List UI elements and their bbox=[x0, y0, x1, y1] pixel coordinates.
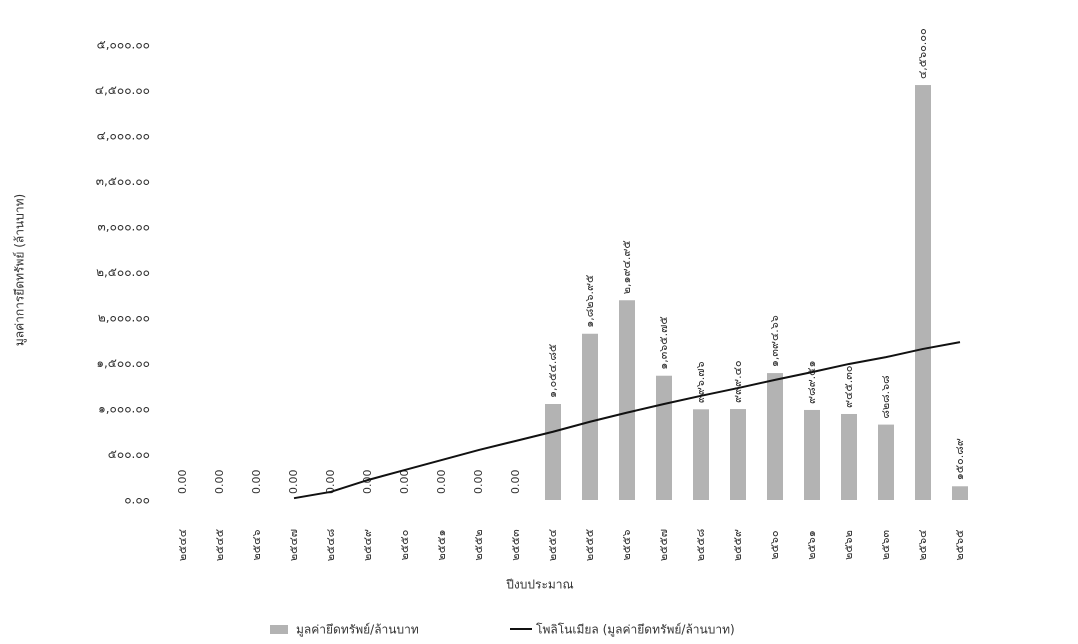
x-tick-label: ๒๕๕๕ bbox=[583, 529, 596, 561]
x-tick-label: ๒๕๕๙ bbox=[731, 529, 744, 561]
data-label: ๑๕๐.๘๙ bbox=[953, 438, 966, 480]
data-label: ๑,๘๒๖.๙๕ bbox=[583, 275, 596, 328]
x-tick-label: ๒๕๔๙ bbox=[361, 529, 374, 561]
y-tick-label: ๓,๕๐๐.๐๐ bbox=[96, 174, 150, 188]
data-label: ๔,๕๖๐.๐๐ bbox=[916, 28, 929, 79]
x-tick-label: ๒๕๕๗ bbox=[657, 529, 670, 561]
y-tick-label: ๒,๐๐๐.๐๐ bbox=[98, 311, 150, 325]
bar bbox=[841, 413, 857, 500]
bar bbox=[878, 424, 894, 500]
x-tick-label: ๒๕๕๓ bbox=[509, 529, 522, 560]
trend-line bbox=[293, 341, 961, 500]
x-tick-label: ๒๕๖๕ bbox=[953, 530, 966, 561]
y-tick-label: ๕,๐๐๐.๐๐ bbox=[97, 38, 150, 52]
x-tick-label: ๒๕๕๒ bbox=[472, 529, 485, 560]
x-tick-label: ๒๕๖๒ bbox=[842, 530, 855, 560]
y-tick-label: ๕๐๐.๐๐ bbox=[108, 447, 150, 461]
bar bbox=[656, 375, 672, 500]
y-tick-label: ๒,๕๐๐.๐๐ bbox=[96, 265, 150, 279]
bar bbox=[952, 486, 968, 500]
x-tick-label: ๒๕๕๘ bbox=[694, 529, 707, 561]
data-label: ๑,๐๕๔.๘๕ bbox=[546, 344, 559, 398]
bar bbox=[915, 85, 931, 500]
y-tick-label: ๐.๐๐ bbox=[124, 493, 150, 507]
bar bbox=[804, 409, 820, 500]
y-tick-label: ๔,๐๐๐.๐๐ bbox=[97, 129, 150, 143]
x-tick-label: ๒๕๔๔ bbox=[176, 529, 189, 561]
data-label: 0.00 bbox=[250, 470, 263, 495]
x-tick-label: ๒๕๕๑ bbox=[435, 530, 448, 561]
bar bbox=[730, 409, 746, 500]
data-label: 0.00 bbox=[213, 470, 226, 495]
data-label: ๘๒๘.๖๘ bbox=[879, 375, 892, 418]
x-tick-label: ๒๕๔๖ bbox=[250, 530, 263, 561]
y-axis-title: มูลค่าการยึดทรัพย์ (ล้านบาท) bbox=[13, 194, 28, 346]
bar bbox=[693, 409, 709, 500]
bar bbox=[545, 404, 561, 500]
x-tick-label: ๒๕๔๗ bbox=[287, 529, 300, 561]
y-tick-label: ๓,๐๐๐.๐๐ bbox=[98, 220, 150, 234]
bar bbox=[767, 373, 783, 500]
x-axis-title: ปีงบประมาณ bbox=[506, 578, 574, 592]
legend-label: โพลิโนเมียล (มูลค่ายึดทรัพย์/ล้านบาท) bbox=[536, 623, 735, 638]
x-tick-label: ๒๕๔๘ bbox=[324, 529, 337, 561]
x-tick-label: ๒๕๖๓ bbox=[879, 530, 892, 560]
x-tick-label: ๒๕๕๖ bbox=[620, 530, 633, 561]
x-tick-label: ๒๕๔๕ bbox=[213, 529, 226, 561]
y-tick-label: ๑,๐๐๐.๐๐ bbox=[98, 402, 150, 416]
data-label: 0.00 bbox=[472, 470, 485, 495]
data-label: ๙๙๖.๗๖ bbox=[694, 361, 707, 403]
data-label: 0.00 bbox=[398, 470, 411, 495]
data-label: 0.00 bbox=[324, 470, 337, 495]
data-label: 0.00 bbox=[176, 470, 189, 495]
y-tick-label: ๑,๕๐๐.๐๐ bbox=[96, 356, 150, 370]
data-label: ๙๔๕.๓๐ bbox=[842, 366, 855, 408]
x-tick-label: ๒๕๖๐ bbox=[768, 530, 781, 559]
data-label: ๙๙๙.๔๐ bbox=[731, 360, 744, 403]
legend-swatch bbox=[270, 625, 288, 634]
data-label: ๙๘๙.๕๑ bbox=[805, 361, 818, 404]
x-tick-label: ๒๕๕๔ bbox=[546, 529, 559, 561]
x-tick-label: ๒๕๕๐ bbox=[398, 530, 411, 561]
y-tick-label: ๔,๕๐๐.๐๐ bbox=[95, 83, 150, 97]
data-label: 0.00 bbox=[361, 470, 374, 495]
data-label: 0.00 bbox=[435, 470, 448, 495]
data-label: ๒,๑๙๔.๙๕ bbox=[620, 240, 633, 294]
bar bbox=[619, 300, 635, 500]
data-label: 0.00 bbox=[509, 470, 522, 495]
x-tick-label: ๒๕๖๔ bbox=[916, 530, 929, 561]
x-tick-label: ๒๕๖๑ bbox=[805, 530, 818, 560]
data-label: ๑,๓๙๔.๖๖ bbox=[768, 315, 781, 367]
legend-label: มูลค่ายึดทรัพย์/ล้านบาท bbox=[296, 623, 419, 638]
data-label: 0.00 bbox=[287, 470, 300, 495]
data-label: ๑,๓๖๕.๗๕ bbox=[657, 316, 670, 369]
bar bbox=[582, 333, 598, 500]
